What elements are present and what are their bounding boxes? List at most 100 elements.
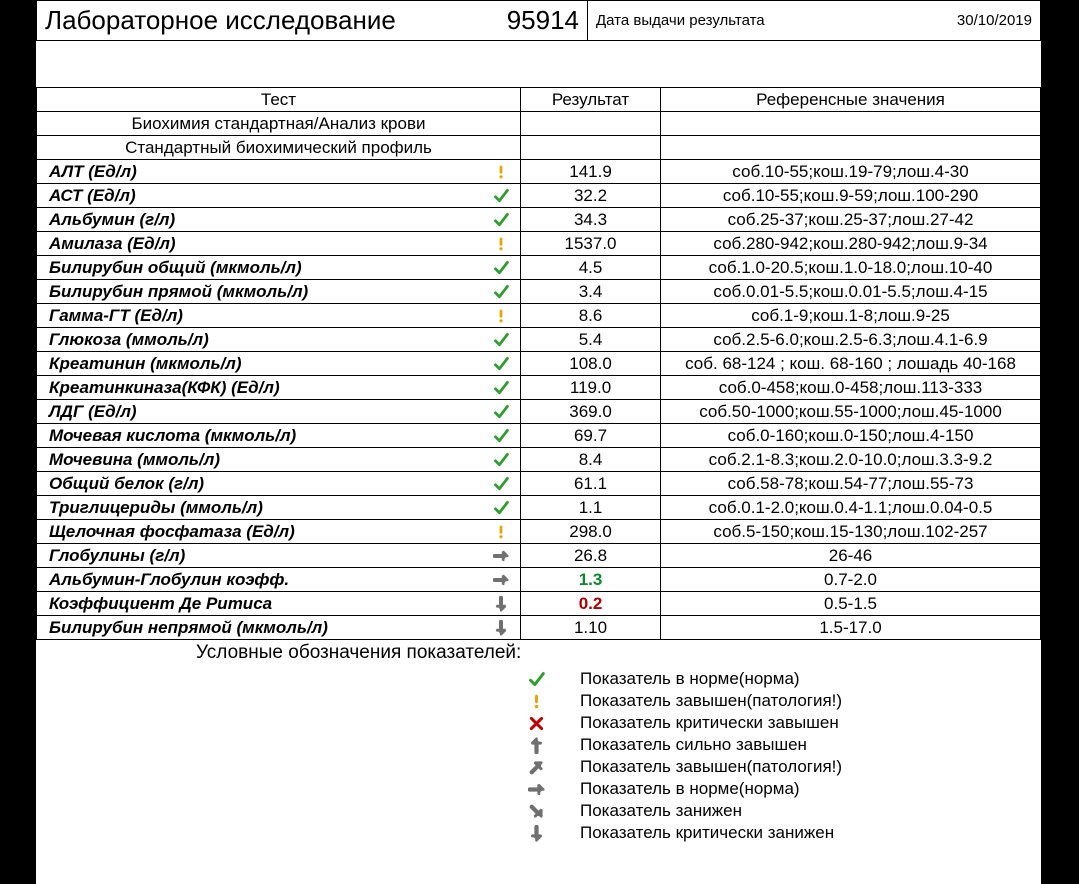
col-result: Результат [521, 88, 661, 112]
legend-text: Показатель критически завышен [580, 713, 839, 733]
table-row: Триглицериды (ммоль/л)1.1соб.0.1-2.0;кош… [37, 496, 1041, 520]
param-reference: соб.2.5-6.0;кош.2.5-6.3;лош.4.1-6.9 [661, 328, 1041, 352]
param-value: 69.7 [521, 424, 661, 448]
table-row: Билирубин общий (мкмоль/л) 4.5соб.1.0-20.… [37, 256, 1041, 280]
param-name: Альбумин (г/л) [37, 208, 487, 232]
legend-title: Условные обозначения показателей: [36, 640, 1041, 668]
legend-icon [516, 803, 556, 820]
param-reference: соб.0.1-2.0;кош.0.4-1.1;лош.0.04-0.5 [661, 496, 1041, 520]
param-name: ЛДГ (Ед/л) [37, 400, 487, 424]
status-icon [487, 304, 521, 328]
table-row: Общий белок (г/л)61.1соб.58-78;кош.54-77… [37, 472, 1041, 496]
param-reference: соб.0-160;кош.0-150;лош.4-150 [661, 424, 1041, 448]
param-name: Амилаза (Ед/л) [37, 232, 487, 256]
header-right: Дата выдачи результата 30/10/2019 [588, 1, 1040, 40]
param-name: Билирубин общий (мкмоль/л) [37, 256, 487, 280]
status-icon [487, 400, 521, 424]
table-row: Глюкоза (ммоль/л)5.4соб.2.5-6.0;кош.2.5-… [37, 328, 1041, 352]
param-value: 1.10 [521, 616, 661, 640]
legend-icon [516, 693, 556, 710]
legend-row: Показатель критически завышен [516, 712, 1041, 734]
table-header-row: Тест Результат Референсные значения [37, 88, 1041, 112]
status-icon [487, 352, 521, 376]
report-title: Лабораторное исследование [45, 5, 507, 36]
col-test: Тест [37, 88, 521, 112]
param-name: Коэффициент Де Ритиса [37, 592, 487, 616]
table-row: Альбумин-Глобулин коэфф.1.30.7-2.0 [37, 568, 1041, 592]
legend-text: Показатель в норме(норма) [580, 669, 800, 689]
legend: Показатель в норме(норма)Показатель завы… [516, 668, 1041, 844]
date-value: 30/10/2019 [957, 12, 1032, 29]
legend-icon [516, 737, 556, 754]
param-reference: соб.10-55;кош.19-79;лош.4-30 [661, 160, 1041, 184]
legend-icon [516, 715, 556, 732]
table-row: Гамма-ГТ (Ед/л)8.6соб.1-9;кош.1-8;лош.9-… [37, 304, 1041, 328]
param-value: 141.9 [521, 160, 661, 184]
table-row: Креатинкиназа(КФК) (Ед/л)119.0соб.0-458;… [37, 376, 1041, 400]
param-reference: соб. 68-124 ; кош. 68-160 ; лошадь 40-16… [661, 352, 1041, 376]
table-row: Амилаза (Ед/л)1537.0соб.280-942;кош.280-… [37, 232, 1041, 256]
param-value: 3.4 [521, 280, 661, 304]
status-icon [487, 616, 521, 640]
param-name: Глюкоза (ммоль/л) [37, 328, 487, 352]
param-value: 1.3 [521, 568, 661, 592]
legend-icon [516, 759, 556, 776]
results-table: Тест Результат Референсные значения Биох… [36, 87, 1041, 640]
param-name: Билирубин прямой (мкмоль/л) [37, 280, 487, 304]
param-reference: соб.5-150;кош.15-130;лош.102-257 [661, 520, 1041, 544]
param-reference: соб.1.0-20.5;кош.1.0-18.0;лош.10-40 [661, 256, 1041, 280]
status-icon [487, 568, 521, 592]
param-reference: соб.0-458;кош.0-458;лош.113-333 [661, 376, 1041, 400]
param-reference: соб.58-78;кош.54-77;лош.55-73 [661, 472, 1041, 496]
param-reference: соб.280-942;кош.280-942;лош.9-34 [661, 232, 1041, 256]
status-icon [487, 448, 521, 472]
param-name: Креатинин (мкмоль/л) [37, 352, 487, 376]
legend-row: Показатель завышен(патология!) [516, 756, 1041, 778]
param-value: 298.0 [521, 520, 661, 544]
param-value: 1.1 [521, 496, 661, 520]
param-value: 34.3 [521, 208, 661, 232]
param-value: 8.6 [521, 304, 661, 328]
param-name: Мочевая кислота (мкмоль/л) [37, 424, 487, 448]
table-row: Альбумин (г/л)34.3соб.25-37;кош.25-37;ло… [37, 208, 1041, 232]
header: Лабораторное исследование 95914 Дата выд… [36, 0, 1041, 41]
param-value: 8.4 [521, 448, 661, 472]
param-value: 32.2 [521, 184, 661, 208]
status-icon [487, 544, 521, 568]
status-icon [487, 184, 521, 208]
lab-report: Лабораторное исследование 95914 Дата выд… [36, 0, 1041, 884]
legend-row: Показатель сильно завышен [516, 734, 1041, 756]
param-name: Альбумин-Глобулин коэфф. [37, 568, 487, 592]
header-left: Лабораторное исследование 95914 [37, 1, 588, 40]
param-reference: 26-46 [661, 544, 1041, 568]
param-name: Щелочная фосфатаза (Ед/л) [37, 520, 487, 544]
section-row: Стандартный биохимический профиль [37, 136, 1041, 160]
section-row: Биохимия стандартная/Анализ крови [37, 112, 1041, 136]
legend-text: Показатель сильно завышен [580, 735, 807, 755]
param-reference: соб.0.01-5.5;кош.0.01-5.5;лош.4-15 [661, 280, 1041, 304]
date-label: Дата выдачи результата [596, 12, 765, 29]
param-value: 0.2 [521, 592, 661, 616]
legend-icon [516, 671, 556, 688]
status-icon [487, 160, 521, 184]
param-name: АЛТ (Ед/л) [37, 160, 487, 184]
legend-icon [516, 781, 556, 798]
status-icon [487, 232, 521, 256]
param-value: 26.8 [521, 544, 661, 568]
param-value: 119.0 [521, 376, 661, 400]
status-icon [487, 256, 521, 280]
legend-text: Показатель в норме(норма) [580, 779, 800, 799]
param-value: 108.0 [521, 352, 661, 376]
table-row: Билирубин прямой (мкмоль/л) 3.4соб.0.01-5… [37, 280, 1041, 304]
param-name: Гамма-ГТ (Ед/л) [37, 304, 487, 328]
legend-text: Показатель занижен [580, 801, 742, 821]
status-icon [487, 520, 521, 544]
status-icon [487, 328, 521, 352]
param-reference: 1.5-17.0 [661, 616, 1041, 640]
legend-text: Показатель завышен(патология!) [580, 691, 842, 711]
status-icon [487, 208, 521, 232]
table-row: АСТ (Ед/л)32.2соб.10-55;кош.9-59;лош.100… [37, 184, 1041, 208]
param-name: Глобулины (г/л) [37, 544, 487, 568]
param-value: 4.5 [521, 256, 661, 280]
table-row: Щелочная фосфатаза (Ед/л) 298.0соб.5-150;… [37, 520, 1041, 544]
